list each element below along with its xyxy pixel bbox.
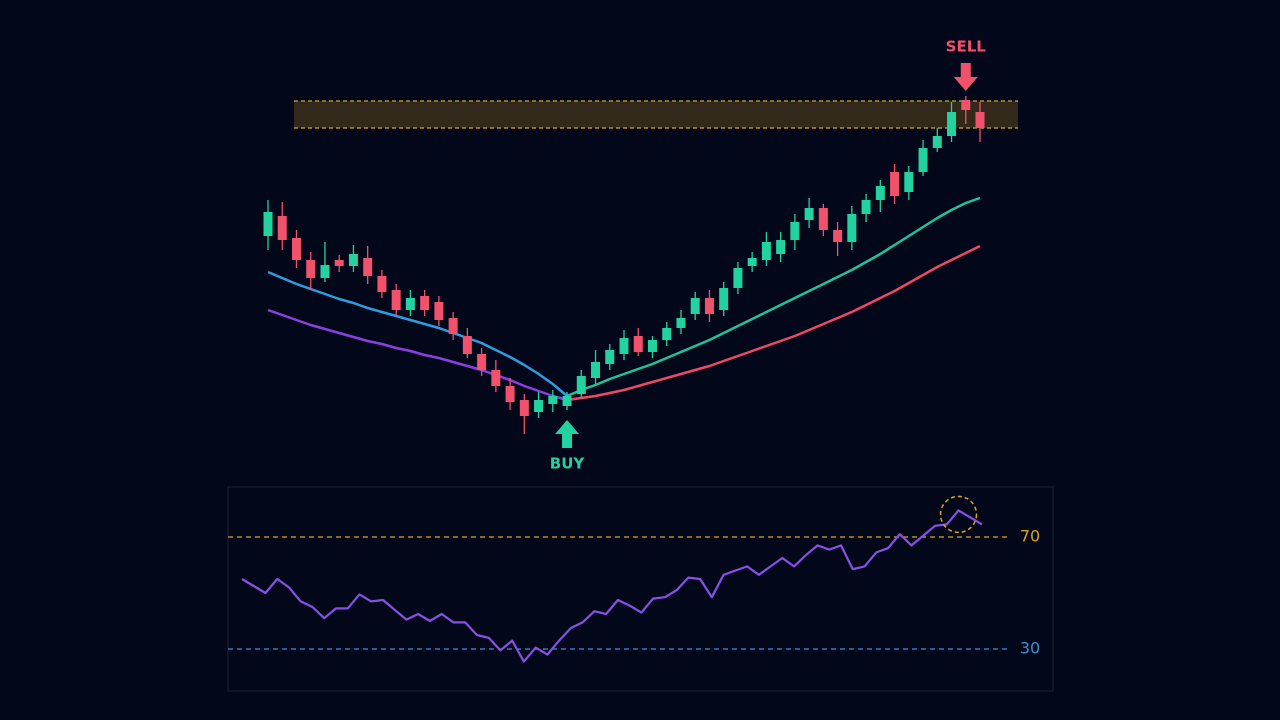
moving-average (267, 308, 568, 402)
candle-body (861, 200, 871, 214)
candle-body (676, 318, 686, 328)
candle-body (562, 396, 572, 406)
moving-average (566, 244, 981, 402)
candle-body (434, 302, 444, 320)
signal-arrow (953, 63, 978, 91)
resistance-zone (294, 101, 1018, 128)
candle-body (548, 396, 558, 404)
candle-body (263, 212, 273, 236)
candle-body (704, 298, 714, 314)
candle-body (277, 216, 287, 240)
indicator-panel (227, 486, 1054, 692)
candle-body (448, 318, 458, 334)
candle-body (619, 338, 629, 354)
candle-body (420, 296, 430, 310)
candle-body (405, 298, 415, 310)
signal-label: BUY (550, 455, 586, 473)
candle-body (605, 350, 615, 364)
signal-arrow (555, 420, 580, 448)
candle-body (363, 258, 373, 276)
candle-body (334, 260, 344, 266)
candle-body (348, 254, 358, 266)
candle-body (491, 370, 501, 386)
candle-body (690, 298, 700, 314)
candle-body (932, 136, 942, 148)
candle-body (505, 386, 515, 402)
level-label: 30 (1020, 639, 1040, 658)
candle-body (804, 208, 814, 220)
candle-body (975, 112, 985, 128)
candle-body (320, 265, 330, 278)
candle-body (761, 242, 771, 260)
candle-body (790, 222, 800, 240)
candle-body (306, 260, 316, 278)
candle-body (904, 172, 914, 192)
candle-body (519, 400, 529, 416)
moving-average (267, 270, 568, 397)
candle-body (818, 208, 828, 230)
candle-body (875, 186, 885, 200)
candle-body (391, 290, 401, 310)
candle-body (890, 172, 900, 196)
rsi-line (241, 509, 983, 663)
candle-body (647, 340, 657, 352)
level-label: 70 (1020, 527, 1040, 546)
candle-body (776, 240, 786, 254)
candle-body (291, 238, 301, 260)
candle-body (833, 230, 843, 242)
candle-body (662, 328, 672, 340)
candle-body (591, 362, 601, 378)
candle-body (947, 112, 957, 136)
candle-body (961, 100, 971, 110)
candle-body (462, 336, 472, 354)
candle-body (719, 288, 729, 310)
candle-body (477, 354, 487, 370)
candle-body (534, 400, 544, 412)
moving-average (566, 196, 981, 398)
candle-body (918, 148, 928, 172)
candle-body (633, 336, 643, 352)
highlight-circle (939, 495, 978, 534)
candle-body (576, 376, 586, 394)
candle-body (377, 276, 387, 292)
signal-label: SELL (946, 38, 987, 56)
candle-body (847, 214, 857, 242)
candle-body (733, 268, 743, 288)
candle-body (747, 258, 757, 266)
